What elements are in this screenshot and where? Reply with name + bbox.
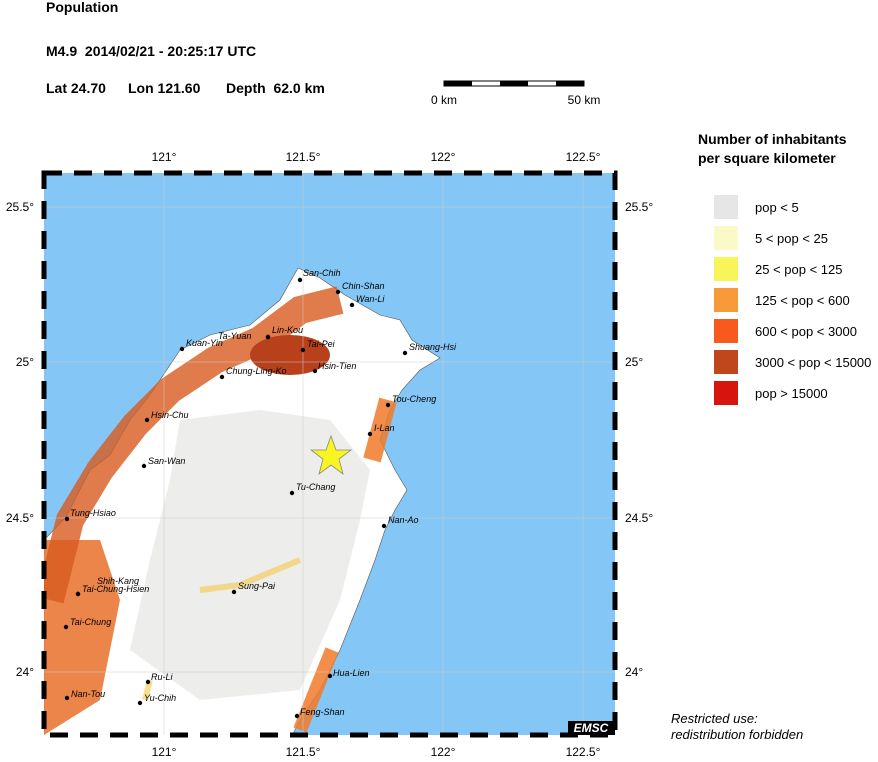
city-dot	[231, 589, 237, 595]
x-tick-label: 122.5°	[566, 150, 601, 164]
city-dot	[312, 368, 318, 374]
city-label: Hsin-Tien	[318, 361, 356, 371]
city-dot	[402, 350, 408, 356]
city-label: Chin-Shan	[342, 281, 385, 291]
city-label: Nan-Tou	[71, 689, 105, 699]
y-tick-label: 25°	[16, 355, 34, 369]
x-tick-label: 122°	[431, 150, 456, 164]
city-dot	[63, 624, 69, 630]
x-tick-label: 122.5°	[566, 745, 601, 757]
y-tick-label: 24.5°	[625, 511, 653, 525]
city-label: Wan-Li	[356, 294, 385, 304]
y-tick-label: 24.5°	[6, 511, 34, 525]
city-label: Shih-Kang	[97, 576, 139, 586]
y-tick-label: 25.5°	[625, 200, 653, 214]
city-dot	[367, 431, 373, 437]
city-label: Kuan-Yin	[186, 338, 223, 348]
city-dot	[294, 713, 300, 719]
city-dot	[179, 346, 185, 352]
scale-label: 50 km	[568, 93, 601, 107]
city-label: I-Lan	[374, 423, 395, 433]
city-label: Tung-Hsiao	[70, 508, 116, 518]
city-label: Tai-Pei	[307, 339, 336, 349]
city-label: San-Chih	[303, 268, 341, 278]
city-dot	[219, 374, 225, 380]
x-tick-label: 122°	[431, 745, 456, 757]
x-tick-label: 121°	[152, 150, 177, 164]
y-tick-label: 24°	[625, 665, 643, 679]
city-dot	[385, 402, 391, 408]
city-label: Lin-Kou	[272, 325, 303, 335]
city-dot	[75, 591, 81, 597]
legend-label: 3000 < pop < 15000	[755, 355, 871, 370]
city-label: Tu-Chang	[296, 482, 335, 492]
depth: Depth 62.0 km	[226, 80, 325, 96]
footer: redistribution forbidden	[671, 727, 803, 742]
city-dot	[349, 302, 355, 308]
city-label: Hua-Lien	[333, 668, 370, 678]
y-tick-label: 25.5°	[6, 200, 34, 214]
footer: Restricted use:	[671, 711, 758, 726]
legend-swatch	[714, 195, 738, 219]
city-dot	[289, 490, 295, 496]
x-tick-label: 121.5°	[286, 150, 321, 164]
scale-label: 0 km	[431, 93, 457, 107]
city-label: Tai-Chung	[70, 617, 111, 627]
city-dot	[137, 700, 143, 706]
city-label: Ta-Yuan	[218, 331, 251, 341]
lat: Lat 24.70	[46, 80, 106, 96]
city-dot	[64, 695, 70, 701]
city-label: Sung-Pai	[238, 581, 276, 591]
x-tick-label: 121°	[152, 745, 177, 757]
city-label: Hsin-Chu	[151, 410, 189, 420]
city-dot	[144, 417, 150, 423]
city-label: Nan-Ao	[388, 515, 419, 525]
legend-label: 125 < pop < 600	[755, 293, 850, 308]
legend-swatch	[714, 350, 738, 374]
legend-label: 600 < pop < 3000	[755, 324, 857, 339]
legend-label: pop > 15000	[755, 386, 828, 401]
legend-swatch	[714, 381, 738, 405]
city-dot	[297, 277, 303, 283]
city-label: Yu-Chih	[144, 693, 176, 703]
city-dot	[327, 673, 333, 679]
city-dot	[335, 289, 341, 295]
city-label: Chung-Ling-Ko	[226, 366, 287, 376]
legend-label: pop < 5	[755, 200, 799, 215]
city-dot	[145, 679, 151, 685]
legend-label: 5 < pop < 25	[755, 231, 828, 246]
event: M4.9 2014/02/21 - 20:25:17 UTC	[46, 43, 256, 59]
city-label: Tou-Cheng	[392, 394, 436, 404]
y-tick-label: 24°	[16, 665, 34, 679]
city-label: Ru-Li	[151, 672, 174, 682]
city-dot	[265, 334, 271, 340]
city-dot	[64, 516, 70, 522]
city-dot	[300, 347, 306, 353]
map-frame	[41, 170, 618, 738]
city-dot	[381, 523, 387, 529]
y-tick-label: 25°	[625, 355, 643, 369]
city-label: Feng-Shan	[300, 707, 345, 717]
lon: Lon 121.60	[128, 80, 201, 96]
legend-swatch	[714, 226, 738, 250]
credit: EMSC	[574, 721, 609, 735]
scale-bar	[443, 80, 585, 87]
title: Population	[46, 0, 118, 15]
city-label: San-Wan	[148, 456, 185, 466]
city-dot	[141, 463, 147, 469]
city-label: Tai-Chung-Hsien	[82, 584, 149, 594]
legend-swatch	[714, 257, 738, 281]
legend-swatch	[714, 319, 738, 343]
legend-label: 25 < pop < 125	[755, 262, 842, 277]
legend-swatch	[714, 288, 738, 312]
x-tick-label: 121.5°	[286, 745, 321, 757]
city-label: Shuang-Hsi	[409, 342, 457, 352]
legend-title: Number of inhabitants	[698, 131, 847, 147]
legend-title: per square kilometer	[698, 150, 836, 166]
